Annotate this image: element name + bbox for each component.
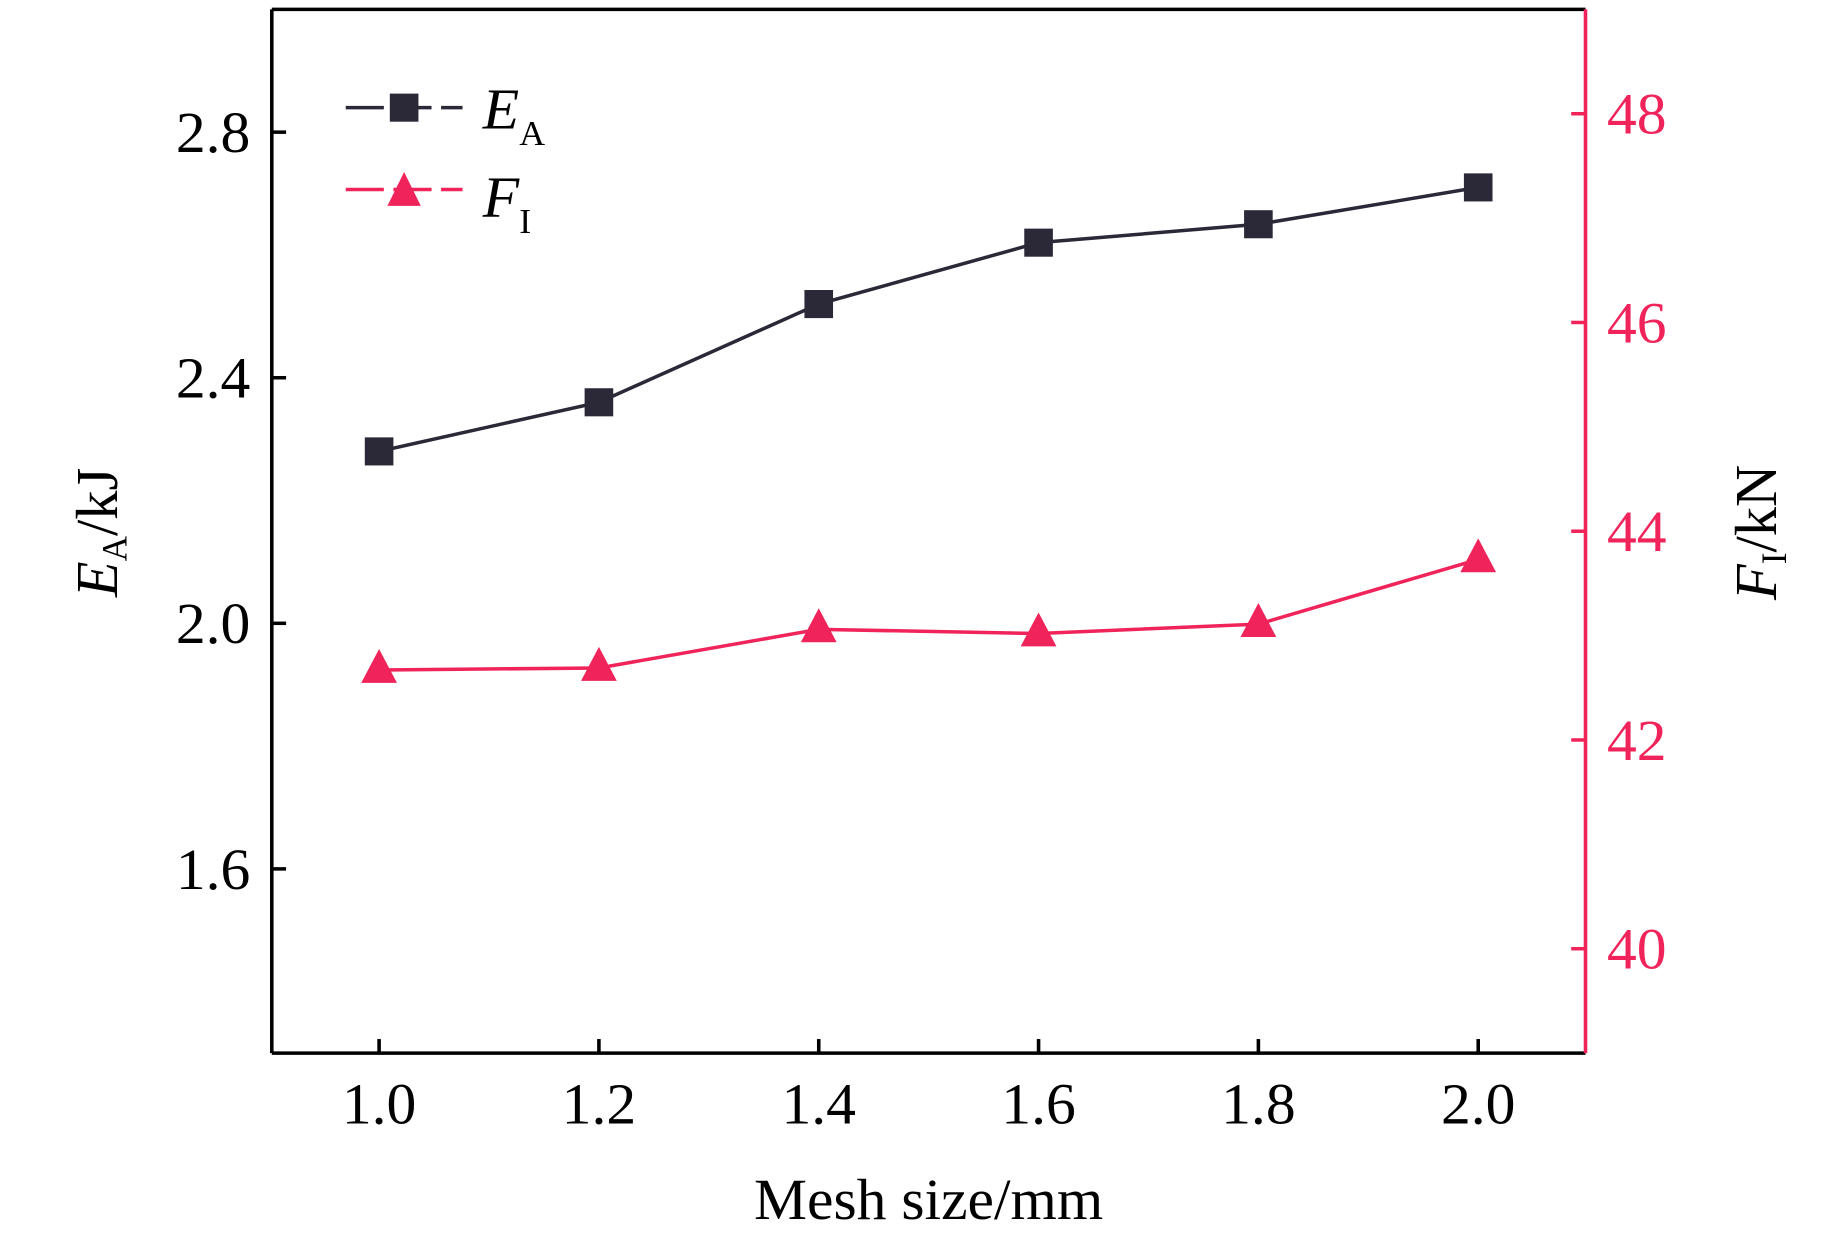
y2-tick-label: 44	[1607, 499, 1667, 564]
data-point-square	[364, 437, 394, 466]
data-point-triangle	[1020, 612, 1057, 647]
y-tick-label: 2.0	[176, 591, 250, 656]
y2-tick-label: 48	[1607, 81, 1667, 146]
y2-tick-label: 42	[1607, 707, 1667, 772]
y-tick-label: 2.4	[176, 345, 250, 410]
legend: EA FI	[345, 76, 546, 241]
data-point-square	[804, 290, 834, 319]
y-axis-label: EA/kJ	[63, 468, 134, 598]
data-point-triangle	[1460, 538, 1497, 573]
x-tick-label: 1.6	[1001, 1071, 1075, 1136]
y-tick-label: 1.6	[176, 836, 250, 901]
x-tick-label: 2.0	[1441, 1071, 1515, 1136]
svg-text:FI/kN: FI/kN	[1723, 465, 1794, 601]
svg-text:EA/kJ: EA/kJ	[63, 468, 134, 598]
series-line-e-a	[378, 185, 1479, 454]
y2-tick-label: 46	[1607, 290, 1667, 355]
data-point-triangle	[1240, 603, 1277, 637]
x-tick-label: 1.2	[562, 1071, 636, 1136]
data-point-square	[1244, 210, 1273, 239]
svg-text:FI: FI	[482, 164, 531, 241]
legend-item-ea: EA	[345, 76, 546, 153]
x-axis-label: Mesh size/mm	[754, 1167, 1103, 1232]
y2-axis-label: FI/kN	[1723, 465, 1794, 601]
data-point-square	[1463, 173, 1493, 202]
data-point-square	[584, 388, 614, 417]
data-point-triangle	[361, 648, 397, 683]
x-tick-label: 1.0	[342, 1071, 416, 1136]
data-point-triangle	[581, 646, 617, 681]
legend-triangle-marker	[387, 172, 421, 206]
series-line-f-i	[379, 557, 1479, 672]
legend-square-marker	[389, 93, 419, 122]
legend-item-fi: FI	[345, 164, 531, 241]
data-point-triangle	[800, 608, 837, 643]
svg-text:EA: EA	[482, 76, 546, 153]
x-tick-label: 1.4	[781, 1071, 855, 1136]
y-tick-label: 2.8	[176, 100, 250, 165]
data-point-square	[1024, 228, 1053, 257]
y2-tick-label: 40	[1607, 916, 1667, 981]
x-tick-label: 1.8	[1221, 1071, 1295, 1136]
